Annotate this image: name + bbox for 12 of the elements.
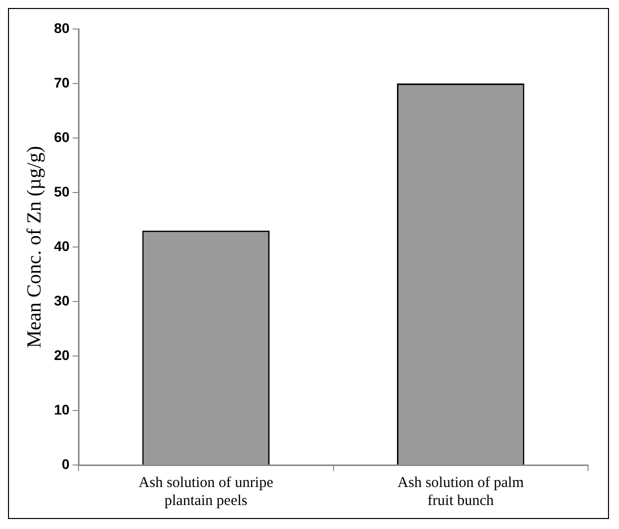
y-tick-label: 40 [54,238,70,254]
x-tick-label: Ash solution of palm fruit bunch [398,474,524,509]
y-axis-title: Mean Conc. of Zn (µg/g) [23,146,46,348]
y-tick-label: 0 [62,456,70,472]
y-tick-label: 70 [54,74,70,90]
x-tick-label: Ash solution of unripe plantain peels [138,474,274,509]
y-tick-label: 10 [54,401,70,418]
y-tick-label: 30 [54,292,70,308]
y-tick-label: 50 [54,183,70,200]
y-tick-label: 20 [54,346,70,363]
y-tick-label: 80 [54,20,70,36]
y-tick-label: 60 [54,128,70,145]
